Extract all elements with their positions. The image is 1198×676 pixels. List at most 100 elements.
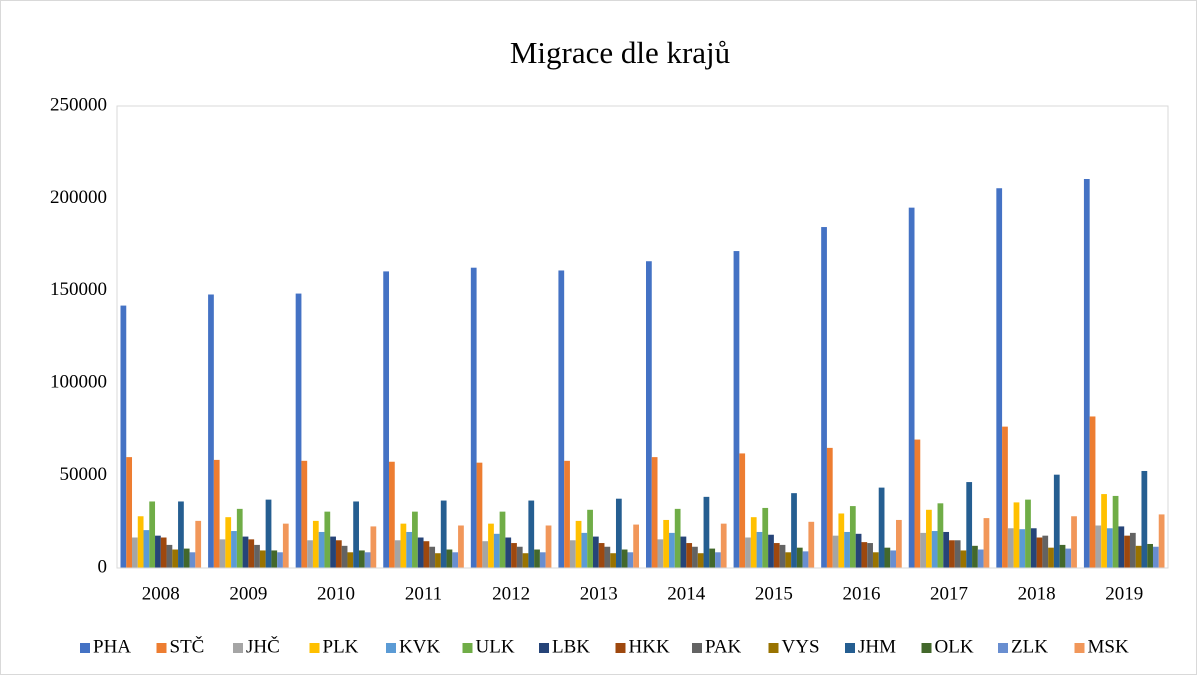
bar [482,541,489,568]
bar [867,543,873,568]
bar [657,539,664,568]
bar [318,531,325,568]
legend-label: VYS [782,636,820,657]
bar [137,516,144,568]
legend-label: MSK [1088,636,1129,657]
bar [697,553,704,568]
bar [1013,502,1020,568]
bar [312,520,319,568]
bar [1030,528,1037,568]
bar [1059,544,1066,568]
legend-swatch [233,643,243,653]
bar [126,457,133,568]
bar [1036,537,1043,568]
bar [120,305,127,568]
bar [324,511,331,568]
bar [417,537,424,568]
bar [802,551,809,568]
bar [855,533,862,568]
bar [791,493,797,568]
bar [341,545,348,568]
bar [545,525,552,568]
bar [254,544,260,568]
bar [943,531,950,568]
bar [996,188,1003,568]
bar [1095,525,1102,568]
bar [271,550,278,568]
bar [779,544,786,568]
bar [686,543,693,568]
bar [592,536,599,568]
bar [225,517,232,568]
bar [1042,535,1049,568]
x-tick-label: 2014 [667,583,706,604]
legend-swatch [539,643,549,653]
bar [937,503,944,568]
bar [821,227,827,568]
bar [160,537,167,568]
bar [143,530,150,568]
bar [528,500,535,568]
bar [166,544,173,568]
bar [960,550,967,568]
bar [1106,528,1113,568]
bar [1141,470,1148,568]
bar [709,548,716,568]
legend-swatch [309,643,320,653]
bar [259,550,266,568]
bar [569,540,576,568]
bar [832,535,839,568]
y-tick-label: 0 [98,556,108,577]
legend-label: LBK [552,636,590,657]
bar [505,537,512,568]
bar [493,533,500,568]
bar [1112,495,1119,568]
bar [680,536,687,568]
bar [669,532,675,568]
bar [236,508,243,568]
bar [400,523,407,568]
bar [358,550,365,568]
bar [353,501,359,568]
legend-label: STČ [170,635,205,657]
x-tick-label: 2019 [1105,583,1143,604]
legend-label: ZLK [1011,636,1048,657]
bar [534,549,540,568]
bar [364,552,371,568]
x-tick-label: 2013 [580,583,618,604]
bar [1053,474,1060,568]
bar [1118,526,1125,568]
legend-swatch [615,643,626,653]
bar [277,552,283,568]
bar [750,517,757,568]
bar [908,207,915,568]
chart-title: Migrace dle krajů [510,35,730,70]
bar [849,506,856,568]
bar [931,531,938,568]
bar [949,540,955,568]
bar [435,553,441,568]
bar [703,496,710,568]
x-tick-label: 2011 [405,583,442,604]
bar [844,531,850,568]
bar [604,546,611,568]
bar [208,294,214,568]
bar [773,543,780,568]
bar [890,550,896,568]
x-tick-label: 2010 [317,583,355,604]
bar [178,501,184,568]
bar [452,552,459,568]
bar [248,539,255,568]
x-tick-label: 2017 [930,583,968,604]
legend-label: OLK [935,636,974,657]
bar [301,460,308,568]
x-tick-label: 2018 [1018,583,1056,604]
bar [558,270,565,568]
bar [429,546,436,568]
bar [646,261,652,568]
legend-swatch [768,643,779,653]
legend-label: KVK [399,636,440,657]
legend-label: ULK [476,636,515,657]
bar [651,457,658,568]
bar [488,523,494,568]
